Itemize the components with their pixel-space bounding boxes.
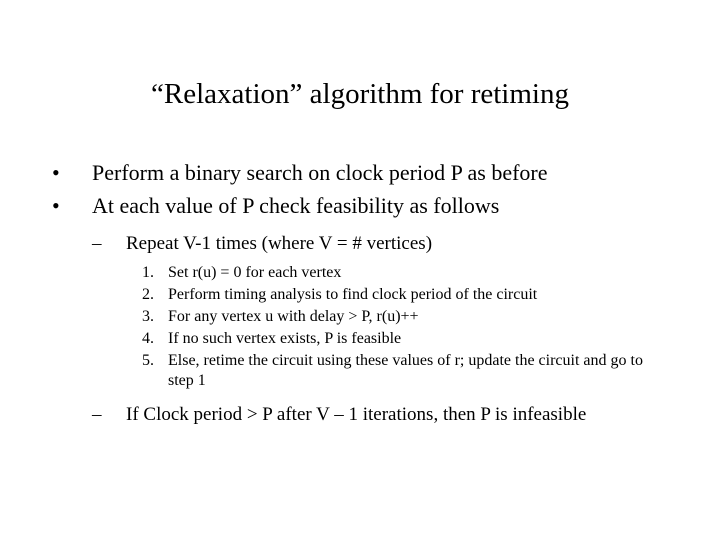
slide-container: “Relaxation” algorithm for retiming • Pe… — [0, 0, 720, 428]
sub-bullet-text: Repeat V-1 times (where V = # vertices) — [126, 232, 670, 257]
numbered-item: 1. Set r(u) = 0 for each vertex — [142, 263, 670, 283]
bullet-dash: – — [92, 403, 126, 428]
item-text: If no such vertex exists, P is feasible — [168, 329, 670, 349]
item-number: 1. — [142, 263, 168, 283]
item-number: 5. — [142, 351, 168, 391]
item-text: Else, retime the circuit using these val… — [168, 351, 670, 391]
bullet-dot: • — [50, 192, 92, 221]
item-number: 2. — [142, 285, 168, 305]
item-text: For any vertex u with delay > P, r(u)++ — [168, 307, 670, 327]
slide-title: “Relaxation” algorithm for retiming — [50, 78, 670, 111]
bullet-text: Perform a binary search on clock period … — [92, 159, 670, 188]
bullet-dot: • — [50, 159, 92, 188]
item-text: Perform timing analysis to find clock pe… — [168, 285, 670, 305]
bullet-item: • At each value of P check feasibility a… — [50, 192, 670, 221]
numbered-item: 4. If no such vertex exists, P is feasib… — [142, 329, 670, 349]
sub-bullet-item: – If Clock period > P after V – 1 iterat… — [92, 403, 670, 428]
item-number: 3. — [142, 307, 168, 327]
item-number: 4. — [142, 329, 168, 349]
bullet-item: • Perform a binary search on clock perio… — [50, 159, 670, 188]
bullet-dash: – — [92, 232, 126, 257]
numbered-item: 5. Else, retime the circuit using these … — [142, 351, 670, 391]
item-text: Set r(u) = 0 for each vertex — [168, 263, 670, 283]
sub-bullet-text: If Clock period > P after V – 1 iteratio… — [126, 403, 670, 428]
numbered-item: 3. For any vertex u with delay > P, r(u)… — [142, 307, 670, 327]
sub-bullet-item: – Repeat V-1 times (where V = # vertices… — [92, 232, 670, 257]
bullet-text: At each value of P check feasibility as … — [92, 192, 670, 221]
numbered-item: 2. Perform timing analysis to find clock… — [142, 285, 670, 305]
